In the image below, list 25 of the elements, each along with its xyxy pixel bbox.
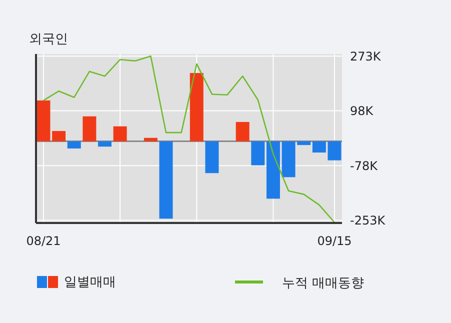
bar xyxy=(82,116,96,142)
line-series xyxy=(42,56,336,224)
bar xyxy=(205,141,219,174)
chart-title: 외국인 xyxy=(29,32,68,47)
bar xyxy=(36,100,50,142)
bar xyxy=(144,138,158,142)
x-tick-label: 09/15 xyxy=(317,234,352,248)
bar xyxy=(328,141,342,160)
bar xyxy=(98,141,112,147)
legend-label: 누적 매매동향 xyxy=(282,276,364,291)
bar xyxy=(312,141,326,153)
y-tick-label: 273K xyxy=(350,49,382,64)
y-tick-label: -78K xyxy=(350,158,379,173)
bar xyxy=(52,131,66,142)
y-tick-label: -253K xyxy=(350,213,386,228)
bar xyxy=(190,73,204,142)
bar xyxy=(67,141,81,148)
y-tick-label: 98K xyxy=(350,104,374,118)
bar xyxy=(266,141,280,199)
bar xyxy=(159,141,173,219)
x-tick-label: 08/21 xyxy=(26,234,61,248)
legend-label: 일별매매 xyxy=(64,275,116,290)
bar xyxy=(236,122,250,142)
bar xyxy=(113,126,127,142)
bar xyxy=(251,141,265,166)
